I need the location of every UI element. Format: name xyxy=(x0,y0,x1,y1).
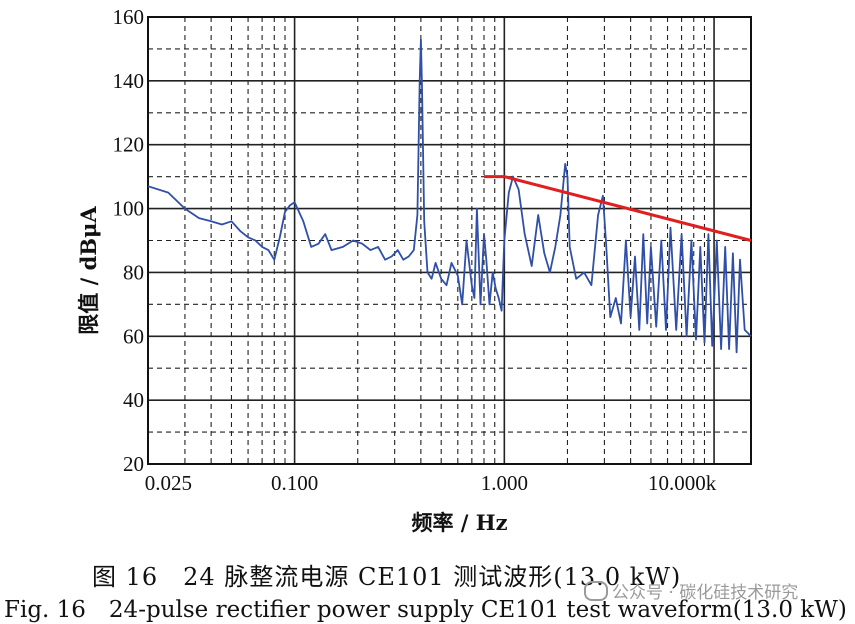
wechat-icon xyxy=(584,581,608,601)
series-layer xyxy=(147,38,752,354)
x-tick-label: 0.100 xyxy=(271,471,318,495)
measured-waveform-line xyxy=(147,38,752,354)
y-tick-label: 140 xyxy=(113,69,145,93)
y-tick-label: 40 xyxy=(123,388,144,412)
figure-caption-chinese: 图 16 24 脉整流电源 CE101 测试波形(13.0 kW) xyxy=(92,563,682,591)
x-tick-label: 1.000 xyxy=(481,471,528,495)
x-axis-title: 频率 / Hz xyxy=(411,510,507,535)
x-tick-label: 0.025 xyxy=(145,471,192,495)
y-tick-label: 100 xyxy=(113,197,145,221)
y-tick-label: 20 xyxy=(123,452,144,476)
figure-caption-english: Fig. 16 24-pulse rectifier power supply … xyxy=(4,597,847,623)
watermark-text: 公众号 · 碳化硅技术研究 xyxy=(612,583,799,603)
y-tick-label: 80 xyxy=(123,260,144,284)
limit-line xyxy=(484,175,752,242)
watermark: 公众号 · 碳化硅技术研究 xyxy=(584,578,798,603)
tick-labels: 20 40 60 80 100 120 140 160 0.025 0.100 1.000 10.00… xyxy=(113,5,717,495)
y-tick-label: 160 xyxy=(113,5,145,29)
y-tick-label: 60 xyxy=(123,324,144,348)
y-axis-title: 限值 / dBμA xyxy=(76,206,101,335)
chart: 20 40 60 80 100 120 140 160 0.025 0.100 1.000 10.00… xyxy=(76,5,752,535)
x-tick-label: 10.000k xyxy=(648,471,717,495)
y-tick-label: 120 xyxy=(113,133,145,157)
